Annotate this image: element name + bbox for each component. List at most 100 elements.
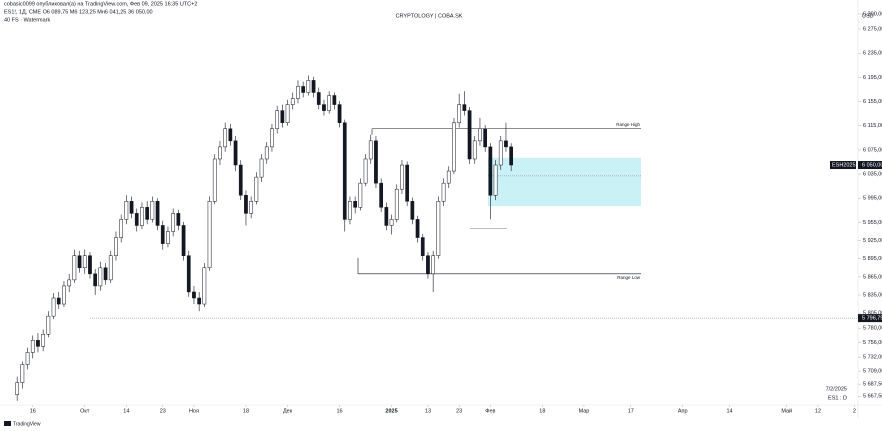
candle-body — [337, 104, 342, 123]
candle-body — [270, 128, 274, 148]
candle-body — [358, 182, 363, 208]
candle-body — [275, 110, 280, 130]
x-tick-label: 18 — [243, 408, 249, 414]
candle-body — [98, 267, 103, 287]
candle-body — [389, 219, 394, 226]
y-tick-label: 5 667,50 — [863, 394, 882, 400]
candle-body — [316, 92, 321, 105]
candle-body — [420, 237, 425, 256]
candle-body — [259, 158, 264, 178]
candle-body — [306, 80, 311, 93]
y-tick-label: 6 035,00 — [863, 172, 882, 178]
candle-body — [446, 170, 451, 184]
candle-body — [93, 273, 98, 287]
candle-body — [348, 201, 352, 220]
candle-body — [405, 164, 410, 202]
x-tick-label: 23 — [456, 408, 462, 414]
x-tick-label: 17 — [628, 408, 634, 414]
range-high-label: Range High — [616, 122, 640, 127]
symbol-badge-bg — [830, 161, 856, 170]
y-tick-label: 5 895,00 — [863, 256, 882, 262]
y-tick-label: 5 687,50 — [863, 382, 882, 388]
currency: USD — [862, 13, 874, 19]
candle-body — [478, 128, 482, 142]
candle-body — [504, 140, 508, 148]
candle-body — [488, 146, 493, 196]
candle-body — [181, 225, 186, 256]
candle-body — [192, 291, 196, 299]
candle-body — [426, 255, 430, 275]
candle-body — [462, 104, 467, 111]
candle-body — [202, 267, 207, 305]
brand: TradingView — [13, 421, 41, 427]
candle-body — [472, 140, 477, 160]
candle-body — [166, 231, 170, 244]
candle-body — [249, 201, 254, 214]
x-tick-label: 12 — [815, 408, 821, 414]
x-tick-label: 14 — [123, 408, 129, 414]
candle-body — [238, 164, 243, 196]
candle-body — [493, 164, 498, 196]
candle-body — [394, 188, 399, 220]
candle-body — [415, 219, 420, 238]
candle-body — [452, 122, 456, 172]
candle-body — [228, 128, 233, 142]
candle-body — [457, 104, 462, 123]
candle-body — [400, 164, 404, 190]
footer-symbol: ES1 : D — [828, 395, 847, 401]
candle-body — [129, 201, 134, 214]
candle-body — [322, 104, 326, 111]
candle-body — [67, 279, 72, 287]
y-tick-label: 5 732,00 — [863, 355, 882, 361]
footer-date: 7/2/2025 — [826, 386, 847, 392]
x-tick-label: 16 — [336, 408, 342, 414]
candle-body — [124, 201, 129, 220]
candle-body — [280, 110, 285, 123]
candle-body — [296, 86, 300, 99]
candle-body — [25, 352, 30, 365]
y-tick-label: 5 756,00 — [863, 340, 882, 346]
candle-body — [72, 255, 77, 281]
candle-body — [82, 255, 87, 269]
y-tick-label: 6 275,00 — [863, 26, 882, 32]
legend-line2: 40 FS · Watermark — [4, 17, 50, 23]
x-tick-label: Ноя — [189, 408, 199, 414]
candle-body — [436, 201, 441, 256]
candle-body — [56, 297, 61, 305]
y-tick-label: 6 115,00 — [863, 123, 882, 129]
candle-body — [311, 80, 316, 93]
y-tick-label: 5 955,00 — [863, 220, 882, 226]
x-tick-label: 23 — [160, 408, 166, 414]
y-tick-label: 6 155,00 — [863, 99, 882, 105]
x-tick-label: Май — [781, 407, 792, 414]
candle-body — [171, 213, 176, 232]
candle-body — [160, 225, 165, 244]
candle-body — [20, 364, 25, 383]
candle-body — [374, 140, 378, 184]
candle-body — [410, 201, 415, 220]
candle-body — [379, 182, 384, 208]
candle-body — [51, 297, 56, 317]
level-badge — [858, 314, 882, 323]
y-tick-label: 6 235,00 — [863, 51, 882, 57]
last-price-badge — [858, 161, 882, 170]
x-tick-label: Фев — [485, 408, 495, 414]
level-label: 5 796,75 — [862, 316, 882, 322]
candle-body — [233, 140, 238, 166]
candle-body — [290, 98, 295, 105]
candle-body — [301, 86, 306, 93]
candle-body — [441, 182, 446, 202]
x-tick-label: Апр — [678, 408, 688, 414]
candle-body — [353, 201, 358, 208]
candle-body — [384, 207, 389, 226]
chart-title: CRYPTOLOGY | COBA.SK — [396, 13, 463, 19]
candle-body — [244, 194, 248, 214]
candle-body — [207, 201, 212, 269]
candle-body — [285, 104, 290, 123]
y-tick-label: 5 835,00 — [863, 292, 882, 298]
candle-body — [103, 267, 108, 281]
candle-body — [62, 285, 66, 305]
candle-body — [145, 207, 150, 220]
